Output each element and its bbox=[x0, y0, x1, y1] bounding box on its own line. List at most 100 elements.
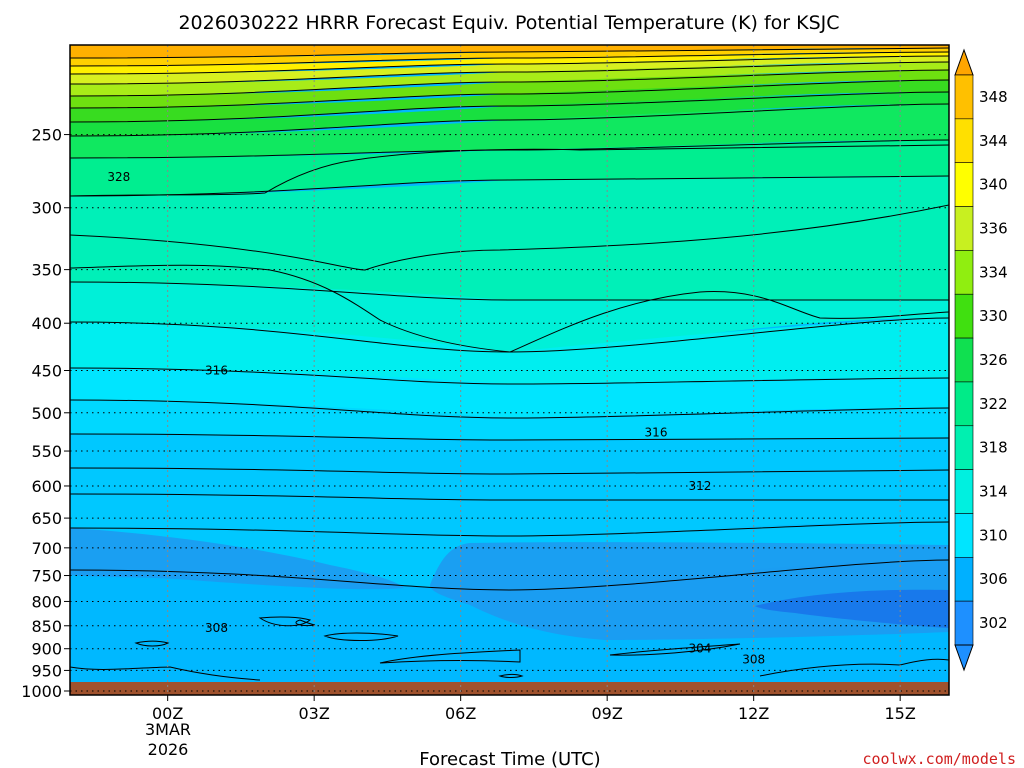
band bbox=[70, 468, 949, 500]
contour-line bbox=[70, 467, 949, 475]
shade-low-left bbox=[70, 528, 404, 590]
contour-label: 312 bbox=[688, 479, 711, 493]
band bbox=[70, 140, 949, 196]
x-tick-label: 15Z bbox=[885, 704, 916, 723]
plot-area: 328 316 316 312 308 304 308 bbox=[70, 45, 949, 695]
contour-label: 304 bbox=[688, 642, 711, 656]
contour-line bbox=[70, 79, 949, 109]
contour-line bbox=[70, 69, 949, 97]
contour-line bbox=[70, 51, 949, 67]
band bbox=[70, 400, 949, 440]
time-gridlines bbox=[167, 45, 901, 695]
colorbar-label: 340 bbox=[979, 176, 1008, 194]
ground-fill bbox=[70, 682, 949, 695]
contour-line bbox=[70, 521, 949, 537]
colorbar-swatch bbox=[954, 74, 974, 120]
band bbox=[70, 92, 949, 136]
contour-label: 328 bbox=[107, 170, 130, 184]
colorbar-label: 302 bbox=[979, 614, 1008, 632]
x-tick-label: 09Z bbox=[592, 704, 623, 723]
colorbar-label: 306 bbox=[979, 570, 1008, 588]
contour-line bbox=[70, 367, 949, 385]
band bbox=[70, 52, 949, 74]
colorbar-swatch bbox=[954, 425, 974, 470]
colorbar-label: 314 bbox=[979, 483, 1008, 501]
contour-line bbox=[70, 139, 949, 159]
colorbar-label: 322 bbox=[979, 395, 1008, 413]
colorbar-swatch bbox=[954, 293, 974, 339]
contour-line bbox=[70, 399, 949, 419]
y-tick-label: 600 bbox=[31, 477, 62, 496]
contour-lines bbox=[70, 47, 949, 591]
contour-line bbox=[70, 61, 949, 85]
colorbar-swatch bbox=[954, 381, 974, 427]
contour-line bbox=[70, 55, 949, 75]
band bbox=[70, 80, 949, 122]
band bbox=[70, 434, 949, 474]
y-tick-label: 300 bbox=[31, 199, 62, 218]
contour-line bbox=[70, 433, 949, 441]
colorbar-swatch bbox=[954, 600, 974, 646]
x-tick-label: 03Z bbox=[299, 704, 330, 723]
y-tick-label: 550 bbox=[31, 442, 62, 461]
contour-line bbox=[70, 493, 949, 501]
contour-line bbox=[70, 91, 949, 123]
band bbox=[70, 494, 949, 536]
colorbar-swatch bbox=[954, 206, 974, 251]
contour-line bbox=[70, 175, 949, 197]
band bbox=[70, 176, 949, 300]
x-tick-label: 12Z bbox=[738, 704, 769, 723]
y-tick-label: 650 bbox=[31, 509, 62, 528]
y-tick-label: 800 bbox=[31, 592, 62, 611]
colorbar-swatch bbox=[954, 469, 974, 514]
band bbox=[70, 104, 949, 158]
x-tick-label: 00Z bbox=[152, 704, 183, 723]
colorbar-label: 326 bbox=[979, 351, 1008, 369]
colorbar-swatch bbox=[954, 513, 974, 558]
colorbar-arrow-top bbox=[954, 48, 974, 76]
contour-labels: 328 316 316 312 308 304 308 bbox=[107, 170, 765, 667]
x-date-month: 3MAR bbox=[145, 720, 191, 739]
contour-label: 308 bbox=[742, 653, 765, 667]
colorbar-arrow-bottom bbox=[954, 644, 974, 672]
y-tick-label: 400 bbox=[31, 314, 62, 333]
band bbox=[70, 48, 949, 66]
band bbox=[70, 70, 949, 108]
y-tick-label: 350 bbox=[31, 261, 62, 280]
y-tick-label: 450 bbox=[31, 361, 62, 380]
y-tick-label: 700 bbox=[31, 539, 62, 558]
colorbar-label: 310 bbox=[979, 526, 1008, 544]
colorbar-swatch bbox=[954, 162, 974, 207]
colorbar-label: 330 bbox=[979, 307, 1008, 325]
theta-e-bands bbox=[70, 45, 949, 695]
y-tick-label: 250 bbox=[31, 126, 62, 145]
band bbox=[70, 56, 949, 84]
x-date-year: 2026 bbox=[148, 740, 189, 759]
colorbar-label: 344 bbox=[979, 132, 1008, 150]
x-tick-label: 06Z bbox=[445, 704, 476, 723]
contour-line bbox=[70, 281, 949, 301]
colorbar: 348 344 340 336 334 330 326 322 318 314 310 306 302 bbox=[954, 48, 1008, 672]
pressure-gridlines bbox=[70, 134, 949, 692]
colorbar-swatch bbox=[954, 250, 974, 295]
colorbar-label: 318 bbox=[979, 439, 1008, 457]
contour-details bbox=[70, 144, 949, 681]
chart-title: 2026030222 HRRR Forecast Equiv. Potentia… bbox=[178, 12, 839, 34]
y-tick-label: 850 bbox=[31, 617, 62, 636]
contour-label: 316 bbox=[205, 363, 228, 377]
contour-line bbox=[70, 47, 949, 59]
band bbox=[70, 282, 949, 352]
band bbox=[70, 318, 949, 384]
contour-line bbox=[70, 103, 949, 137]
colorbar-swatch bbox=[954, 118, 974, 163]
y-tick-label: 750 bbox=[31, 567, 62, 586]
credit-text: coolwx.com/models bbox=[862, 750, 1016, 768]
colorbar-swatch bbox=[954, 337, 974, 383]
y-tick-label: 950 bbox=[31, 661, 62, 680]
y-axis: 250 300 350 400 450 500 550 600 650 700 750 800 850 9… bbox=[21, 126, 70, 701]
colorbar-label: 334 bbox=[979, 263, 1008, 281]
colorbar-label: 348 bbox=[979, 88, 1008, 106]
contour-label: 316 bbox=[645, 425, 668, 439]
colorbar-swatch bbox=[954, 557, 974, 602]
colorbar-label: 336 bbox=[979, 219, 1008, 237]
